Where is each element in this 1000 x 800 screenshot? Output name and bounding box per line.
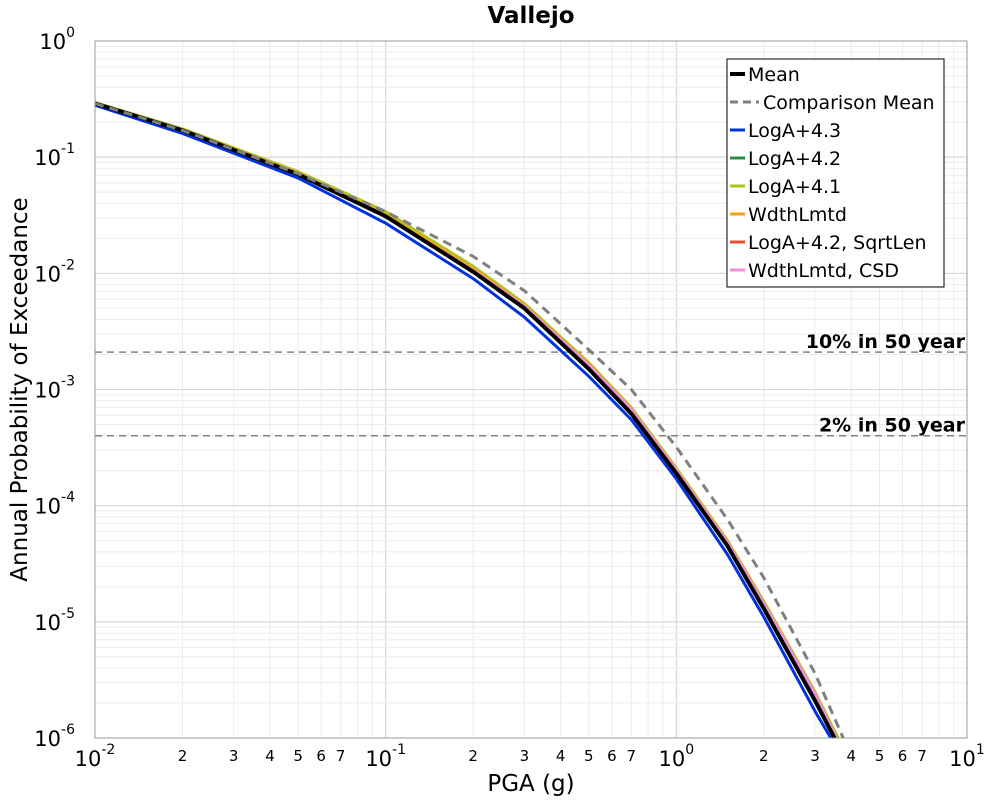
reference-lines: 10% in 50 year 2% in 50 year: [95, 331, 967, 437]
x-minor-tick-label: 6: [316, 747, 326, 765]
plot-frame: [94, 40, 968, 739]
x-minor-tick-label: 2: [759, 747, 769, 765]
legend-box: [726, 58, 945, 288]
x-minor-tick-label: 7: [917, 747, 927, 765]
y-tick-label: 10-1: [34, 141, 75, 170]
x-minor-tick-label: 6: [607, 747, 617, 765]
x-minor-tick-label: 3: [229, 747, 239, 765]
legend-label: LogA+4.2, SqrtLen: [748, 232, 927, 254]
x-tick-label: 101: [949, 742, 985, 771]
x-minor-tick-label: 4: [265, 747, 275, 765]
x-tick-label: 100: [659, 742, 695, 771]
x-minor-tick-label: 4: [847, 747, 857, 765]
y-tick-label: 100: [39, 25, 75, 54]
legend-label: LogA+4.1: [748, 176, 841, 198]
series-line-loga-4-3: [94, 103, 833, 739]
legend: Mean Comparison Mean LogA+4.3 LogA+4.2 LogA+…: [726, 58, 945, 288]
reference-line-label: 10% in 50 year: [806, 331, 966, 353]
legend-label: Comparison Mean: [763, 92, 935, 114]
y-axis-label: Annual Probability of Exceedance: [7, 197, 33, 581]
x-minor-tick-label: 5: [584, 747, 594, 765]
legend-label: WdthLmtd: [748, 204, 847, 226]
y-tick-label: 10-6: [34, 722, 75, 751]
grid: [94, 40, 968, 739]
x-axis-label: PGA (g): [487, 771, 574, 797]
x-minor-tick-label: 5: [293, 747, 303, 765]
legend-label: Mean: [748, 64, 800, 86]
x-minor-tick-label: 5: [875, 747, 885, 765]
y-tick-label: 10-3: [34, 374, 75, 403]
legend-label: WdthLmtd, CSD: [748, 260, 899, 282]
y-tick-label: 10-4: [34, 490, 75, 519]
x-minor-tick-label: 7: [336, 747, 346, 765]
legend-label: LogA+4.2: [748, 148, 841, 170]
reference-line-label: 2% in 50 year: [819, 415, 966, 437]
x-tick-label: 10-1: [365, 742, 406, 771]
chart-title: Vallejo: [487, 3, 574, 29]
x-minor-tick-label: 7: [627, 747, 637, 765]
x-tick-label: 10-2: [75, 742, 116, 771]
x-minor-tick-label: 3: [520, 747, 530, 765]
series-line-comparison-mean: [94, 102, 845, 739]
x-minor-tick-label: 2: [178, 747, 188, 765]
x-minor-tick-label: 6: [898, 747, 908, 765]
legend-label: LogA+4.3: [748, 120, 841, 142]
y-tick-label: 10-5: [34, 606, 75, 635]
x-minor-tick-label: 2: [468, 747, 478, 765]
y-tick-label: 10-2: [34, 257, 75, 286]
series-lines: [94, 101, 845, 739]
x-minor-tick-label: 3: [810, 747, 820, 765]
x-minor-tick-label: 4: [556, 747, 566, 765]
